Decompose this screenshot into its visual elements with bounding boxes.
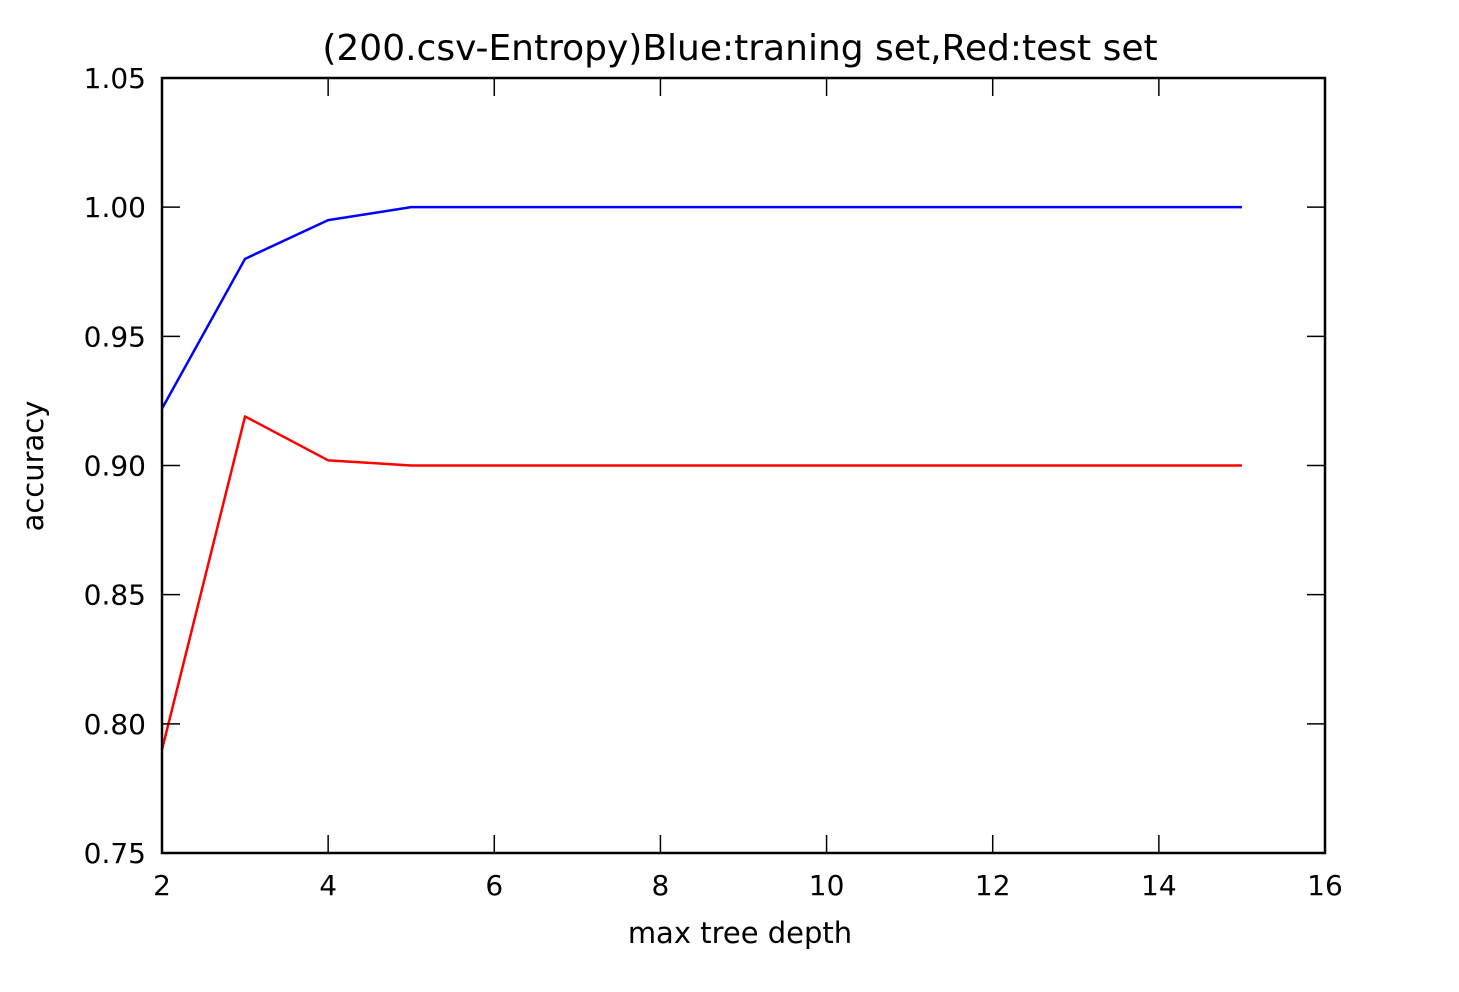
y-tick-label: 1.05 bbox=[84, 62, 146, 95]
y-tick-label: 0.80 bbox=[84, 708, 146, 741]
y-tick-label: 0.90 bbox=[84, 450, 146, 483]
x-tick-label: 2 bbox=[153, 869, 171, 902]
training-set-line bbox=[162, 205, 1242, 410]
x-tick-label: 12 bbox=[975, 869, 1011, 902]
x-tick-label: 10 bbox=[809, 869, 845, 902]
x-tick-label: 6 bbox=[485, 869, 503, 902]
test-set-line bbox=[162, 415, 1242, 750]
x-tick-label: 8 bbox=[652, 869, 670, 902]
x-tick-label: 16 bbox=[1307, 869, 1343, 902]
y-tick-label: 1.00 bbox=[84, 191, 146, 224]
y-tick-label: 0.95 bbox=[84, 320, 146, 353]
series-layer bbox=[162, 205, 1242, 750]
x-tick-labels: 2 4 6 8 10 12 14 16 bbox=[153, 869, 1343, 902]
plot-frame bbox=[160, 76, 1327, 855]
x-tick-label: 4 bbox=[319, 869, 337, 902]
y-tick-label: 0.75 bbox=[84, 837, 146, 870]
y-axis-label: accuracy bbox=[16, 401, 50, 532]
chart-title: (200.csv-Entropy)Blue:traning set,Red:te… bbox=[322, 28, 1157, 69]
y-tick-label: 0.85 bbox=[84, 579, 146, 612]
x-axis-label: max tree depth bbox=[628, 916, 852, 950]
y-tick-labels: 0.75 0.80 0.85 0.90 0.95 1.00 1.05 bbox=[84, 62, 146, 870]
x-tick-label: 14 bbox=[1141, 869, 1177, 902]
